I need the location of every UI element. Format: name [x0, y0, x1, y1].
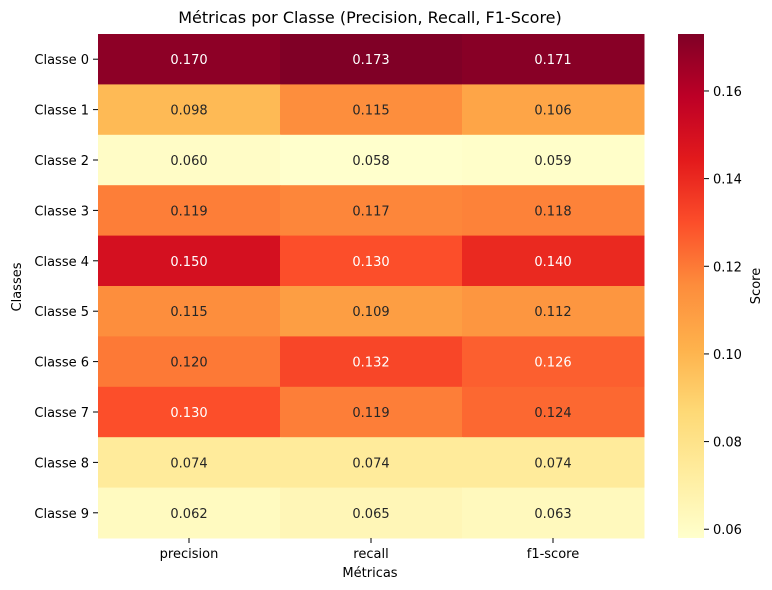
heatmap-cell: [280, 185, 463, 237]
y-tick-label: Classe 5: [34, 305, 89, 320]
y-axis: Classe 0 Classe 1 Classe 2 Classe 3 Classe 4…: [34, 53, 98, 522]
cell-value-label: 0.132: [352, 356, 389, 371]
cell-value-label: 0.119: [170, 204, 207, 219]
cell-value-label: 0.063: [534, 507, 571, 522]
y-tick-label: Classe 9: [34, 507, 89, 522]
heatmap-cell: [280, 286, 463, 337]
heatmap-cell: [462, 286, 645, 337]
colorbar-tick-label: 0.06: [713, 523, 742, 538]
cell-value-label: 0.098: [170, 104, 207, 119]
heatmap-cell: [98, 487, 281, 539]
y-tick-label: Classe 1: [34, 104, 89, 119]
heatmap-cell: [98, 437, 281, 489]
heatmap-cell: [280, 34, 463, 85]
cell-value-label: 0.130: [352, 255, 389, 270]
heatmap-cell: [462, 487, 645, 539]
cell-value-label: 0.119: [352, 406, 389, 421]
heatmap-cell: [98, 336, 281, 388]
heatmap-cells: 0.170 0.173 0.171 0.098 0.115 0.106 0.060 0.058…: [98, 34, 645, 539]
heatmap-cell: [462, 386, 645, 438]
cell-value-label: 0.074: [352, 456, 389, 471]
colorbar-tick-label: 0.16: [713, 85, 742, 100]
heatmap-cell: [462, 235, 645, 287]
cell-value-label: 0.120: [170, 356, 207, 371]
colorbar-gradient: [678, 34, 704, 538]
cell-value-label: 0.112: [534, 305, 571, 320]
cell-value-label: 0.065: [352, 507, 389, 522]
cell-value-label: 0.130: [170, 406, 207, 421]
cell-value-label: 0.126: [534, 356, 571, 371]
x-tick-label: precision: [160, 547, 219, 562]
cell-value-label: 0.173: [352, 53, 389, 68]
x-tick-label: f1-score: [527, 547, 579, 562]
heatmap-cell: [280, 437, 463, 489]
cell-value-label: 0.058: [352, 154, 389, 169]
cell-value-label: 0.106: [534, 104, 571, 119]
heatmap-cell: [280, 487, 463, 539]
colorbar-tick-label: 0.12: [713, 260, 742, 275]
colorbar: 0.06 0.08 0.10 0.12 0.14 0.16: [678, 34, 742, 538]
cell-value-label: 0.140: [534, 255, 571, 270]
cell-value-label: 0.060: [170, 154, 207, 169]
heatmap-cell: [98, 185, 281, 237]
x-axis: precision recall f1-score: [160, 538, 579, 562]
y-tick-label: Classe 8: [34, 456, 89, 471]
heatmap-cell: [280, 386, 463, 438]
chart-title: Métricas por Classe (Precision, Recall, …: [178, 8, 562, 27]
cell-value-label: 0.171: [534, 53, 571, 68]
colorbar-label: Score: [749, 268, 764, 304]
colorbar-tick-label: 0.08: [713, 436, 742, 451]
heatmap-cell: [462, 336, 645, 388]
heatmap-cell: [462, 134, 645, 186]
heatmap-cell: [280, 235, 463, 287]
heatmap-cell: [98, 286, 281, 337]
y-tick-label: Classe 7: [34, 406, 89, 421]
heatmap-cell: [462, 185, 645, 237]
cell-value-label: 0.062: [170, 507, 207, 522]
cell-value-label: 0.109: [352, 305, 389, 320]
y-tick-label: Classe 4: [34, 255, 89, 270]
cell-value-label: 0.074: [170, 456, 207, 471]
heatmap-cell: [98, 134, 281, 186]
heatmap-cell: [462, 437, 645, 489]
heatmap-cell: [98, 235, 281, 287]
heatmap-cell: [462, 34, 645, 85]
heatmap-cell: [280, 84, 463, 136]
heatmap-cell: [98, 386, 281, 438]
y-tick-label: Classe 2: [34, 154, 89, 169]
cell-value-label: 0.170: [170, 53, 207, 68]
heatmap-cell: [98, 84, 281, 136]
colorbar-tick-label: 0.14: [713, 173, 742, 188]
y-tick-label: Classe 0: [34, 53, 89, 68]
heatmap-cell: [462, 84, 645, 136]
cell-value-label: 0.150: [170, 255, 207, 270]
cell-value-label: 0.115: [170, 305, 207, 320]
heatmap-cell: [98, 34, 281, 85]
cell-value-label: 0.059: [534, 154, 571, 169]
cell-value-label: 0.074: [534, 456, 571, 471]
cell-value-label: 0.124: [534, 406, 571, 421]
heatmap-cell: [280, 336, 463, 388]
cell-value-label: 0.115: [352, 104, 389, 119]
y-axis-label: Classes: [10, 262, 25, 311]
cell-value-label: 0.118: [534, 204, 571, 219]
x-tick-label: recall: [353, 547, 388, 562]
colorbar-tick-label: 0.10: [713, 348, 742, 363]
cell-value-label: 0.117: [352, 204, 389, 219]
x-axis-label: Métricas: [342, 566, 397, 581]
y-tick-label: Classe 6: [34, 356, 89, 371]
y-tick-label: Classe 3: [34, 204, 89, 219]
heatmap-cell: [280, 134, 463, 186]
